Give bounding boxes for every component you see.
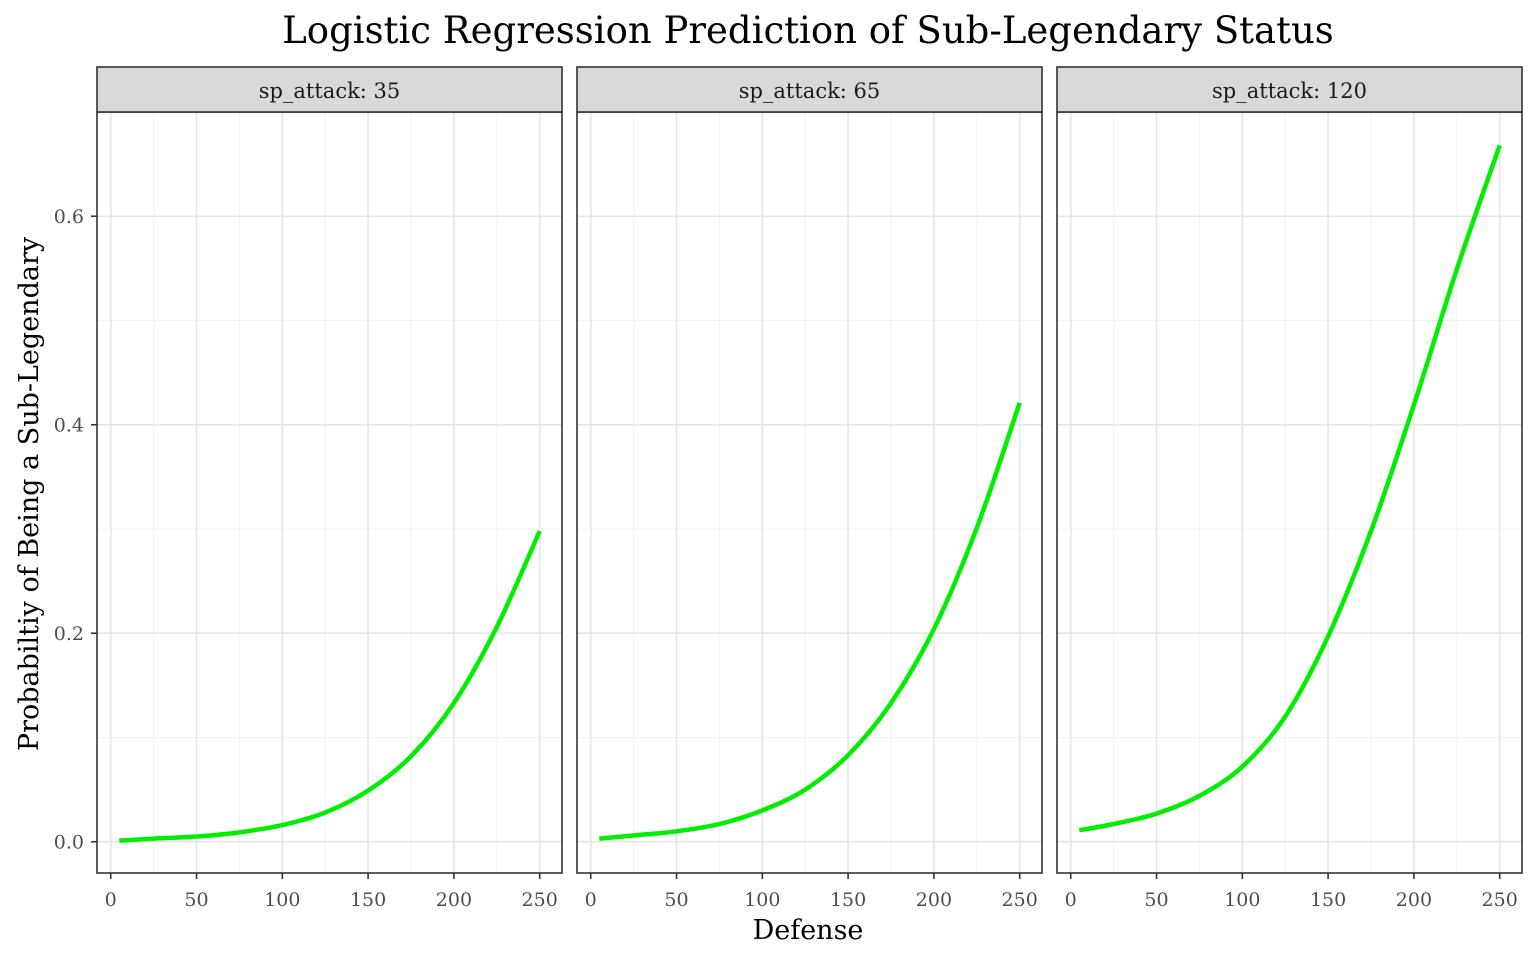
facet-strip bbox=[576, 66, 1043, 113]
facet-strip-label: sp_attack: 35 bbox=[259, 79, 401, 103]
x-tick-label: 250 bbox=[1002, 889, 1038, 911]
panel-background bbox=[577, 112, 1042, 873]
x-axis-title: Defense bbox=[753, 915, 864, 946]
x-tick-label: 200 bbox=[1396, 889, 1432, 911]
facet-panel: sp_attack: 65 0 50 100 150 200 250 bbox=[576, 66, 1043, 911]
x-tick-label: 50 bbox=[1144, 889, 1168, 911]
x-tick-label: 150 bbox=[830, 889, 866, 911]
panel-background bbox=[1057, 112, 1522, 873]
chart-title: Logistic Regression Prediction of Sub-Le… bbox=[282, 9, 1334, 52]
y-axis-title: Probabiltiy of Being a Sub-Legendary bbox=[14, 236, 45, 751]
facet-strip bbox=[1056, 66, 1523, 113]
x-tick-label: 200 bbox=[916, 889, 952, 911]
x-tick-label: 50 bbox=[664, 889, 688, 911]
x-tick-label: 100 bbox=[1224, 889, 1260, 911]
x-tick-label: 150 bbox=[1310, 889, 1346, 911]
x-tick-label: 0 bbox=[1065, 889, 1077, 911]
facet-panels: sp_attack: 35 0 50 100 150 200 250 0.0 0.2 0.4 0.6… bbox=[54, 66, 1523, 911]
y-tick-label: 0.2 bbox=[54, 623, 84, 645]
y-tick-label: 0.0 bbox=[54, 832, 84, 854]
series-line bbox=[599, 402, 1022, 841]
y-tick-label: 0.6 bbox=[54, 206, 84, 228]
x-tick-label: 250 bbox=[522, 889, 558, 911]
facet-strip bbox=[96, 66, 563, 113]
facet-strip-label: sp_attack: 120 bbox=[1212, 79, 1367, 103]
facet-strip-label: sp_attack: 65 bbox=[739, 79, 881, 103]
x-tick-label: 150 bbox=[350, 889, 386, 911]
x-tick-label: 200 bbox=[436, 889, 472, 911]
panel-background bbox=[97, 112, 562, 873]
x-tick-label: 100 bbox=[744, 889, 780, 911]
series-line bbox=[1078, 144, 1502, 833]
x-tick-label: 100 bbox=[264, 889, 300, 911]
x-tick-label: 250 bbox=[1482, 889, 1518, 911]
y-tick-label: 0.4 bbox=[54, 415, 84, 437]
facet-panel: sp_attack: 120 0 50 100 150 200 250 bbox=[1056, 66, 1523, 911]
x-tick-label: 0 bbox=[105, 889, 117, 911]
x-tick-label: 50 bbox=[184, 889, 208, 911]
series-line bbox=[119, 530, 542, 843]
x-tick-label: 0 bbox=[585, 889, 597, 911]
facet-panel: sp_attack: 35 0 50 100 150 200 250 0.0 0.2 0.4 0.6 bbox=[54, 66, 563, 911]
